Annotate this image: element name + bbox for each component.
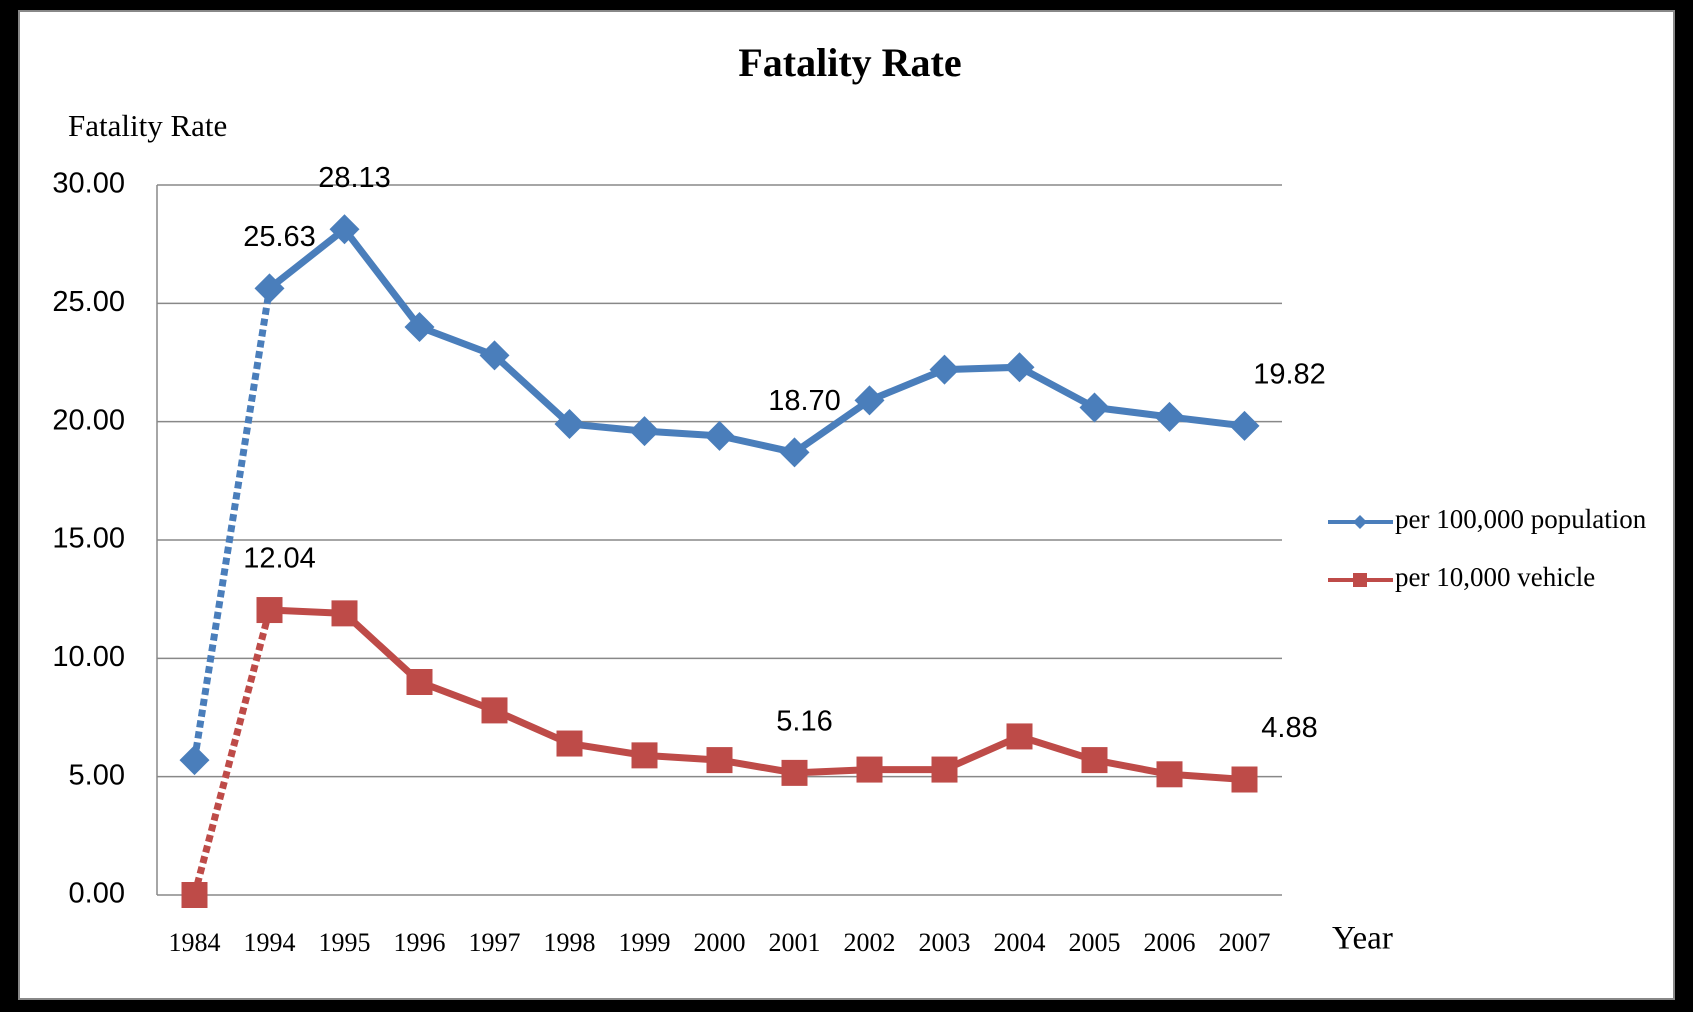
data-point bbox=[554, 409, 585, 440]
data-point bbox=[706, 747, 733, 774]
data-point bbox=[704, 420, 735, 451]
y-tick-label: 10.00 bbox=[52, 641, 125, 673]
data-point bbox=[1156, 761, 1183, 788]
y-tick-label: 25.00 bbox=[52, 286, 125, 318]
chart-title: Fatality Rate bbox=[738, 40, 961, 85]
y-tick-label: 5.00 bbox=[69, 759, 125, 791]
x-tick-label: 2001 bbox=[769, 928, 821, 957]
data-point bbox=[1006, 723, 1033, 750]
data-point bbox=[479, 340, 510, 371]
data-point bbox=[854, 385, 885, 416]
x-axis-label: Year bbox=[1332, 921, 1393, 957]
x-tick-label: 2006 bbox=[1144, 928, 1196, 957]
data-point bbox=[404, 312, 435, 342]
data-label: 19.82 bbox=[1253, 359, 1326, 391]
data-label: 18.70 bbox=[768, 385, 841, 417]
data-point bbox=[181, 882, 208, 908]
x-tick-label: 2007 bbox=[1219, 928, 1271, 957]
data-point bbox=[629, 416, 660, 447]
legend-label: per 10,000 vehicle bbox=[1395, 562, 1595, 592]
data-point bbox=[331, 600, 358, 627]
y-axis-label: Fatality Rate bbox=[68, 108, 227, 143]
data-point bbox=[481, 697, 508, 724]
x-tick-label: 2005 bbox=[1069, 928, 1121, 957]
x-tick-label: 1984 bbox=[169, 928, 221, 957]
data-point bbox=[179, 745, 210, 776]
x-tick-label: 1999 bbox=[619, 928, 671, 957]
x-tick-label: 2003 bbox=[919, 928, 971, 957]
data-point bbox=[256, 597, 283, 624]
data-point bbox=[931, 756, 958, 783]
data-point bbox=[1154, 401, 1185, 432]
x-tick-label: 1995 bbox=[319, 928, 371, 957]
legend-label: per 100,000 population bbox=[1395, 504, 1647, 534]
x-tick-label: 1998 bbox=[544, 928, 596, 957]
data-point bbox=[781, 759, 808, 786]
data-label: 5.16 bbox=[776, 706, 832, 738]
series-line bbox=[267, 225, 1245, 456]
line-segment-dashed bbox=[191, 287, 273, 761]
x-tick-label: 1994 bbox=[244, 928, 296, 957]
data-point bbox=[856, 756, 883, 783]
x-tick-label: 2000 bbox=[694, 928, 746, 957]
data-point bbox=[254, 273, 285, 304]
data-point bbox=[1079, 392, 1110, 423]
y-tick-label: 20.00 bbox=[52, 404, 125, 436]
data-label: 28.13 bbox=[318, 162, 391, 194]
data-point bbox=[929, 354, 960, 385]
y-tick-label: 15.00 bbox=[52, 523, 125, 555]
chart-area bbox=[18, 10, 1675, 1000]
legend-marker bbox=[1353, 573, 1367, 587]
data-point bbox=[631, 742, 658, 769]
y-tick-label: 0.00 bbox=[69, 878, 125, 910]
data-point bbox=[1231, 766, 1258, 793]
y-tick-label: 30.00 bbox=[52, 168, 125, 200]
data-label: 12.04 bbox=[243, 543, 316, 575]
x-tick-label: 2004 bbox=[994, 928, 1046, 957]
line-segment-dashed bbox=[191, 609, 273, 896]
x-tick-label: 1996 bbox=[394, 928, 446, 957]
data-point bbox=[556, 730, 583, 757]
data-point bbox=[1004, 352, 1035, 383]
x-tick-label: 2002 bbox=[844, 928, 896, 957]
data-point bbox=[1229, 410, 1260, 441]
legend-marker bbox=[1353, 515, 1367, 529]
data-label: 4.88 bbox=[1261, 712, 1317, 744]
data-point bbox=[329, 214, 360, 245]
data-point bbox=[779, 437, 810, 468]
x-tick-label: 1997 bbox=[469, 928, 521, 957]
data-label: 25.63 bbox=[243, 221, 316, 253]
data-point bbox=[406, 669, 433, 695]
data-point bbox=[1081, 747, 1108, 774]
